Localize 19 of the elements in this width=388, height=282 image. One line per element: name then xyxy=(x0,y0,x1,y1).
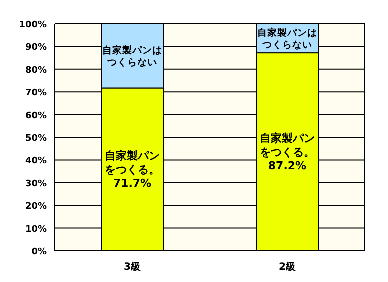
series-label: 自家製パンはつくらない xyxy=(102,44,162,69)
y-tick-label: 0% xyxy=(32,248,47,258)
data-label: 87.2% xyxy=(268,160,307,173)
y-tick-label: 20% xyxy=(25,202,47,212)
y-tick-label: 10% xyxy=(25,224,47,235)
y-tick-label: 70% xyxy=(25,88,47,99)
data-label: 71.7% xyxy=(113,177,152,190)
x-tick-label: 3級 xyxy=(124,261,142,273)
x-tick-label: 2級 xyxy=(279,261,297,273)
y-tick-label: 90% xyxy=(25,43,47,54)
y-tick-label: 100% xyxy=(19,20,47,30)
y-tick-label: 60% xyxy=(25,111,47,122)
text: 自家製パンはつくらない xyxy=(258,28,318,51)
y-tick-label: 40% xyxy=(25,156,47,167)
y-tick-label: 30% xyxy=(25,179,47,190)
y-tick-label: 80% xyxy=(25,66,47,76)
series-label: 自家製パンをつくる。 xyxy=(105,150,160,176)
text: 自家製パンをつくる。 xyxy=(260,132,315,159)
y-tick-label: 50% xyxy=(25,134,47,144)
